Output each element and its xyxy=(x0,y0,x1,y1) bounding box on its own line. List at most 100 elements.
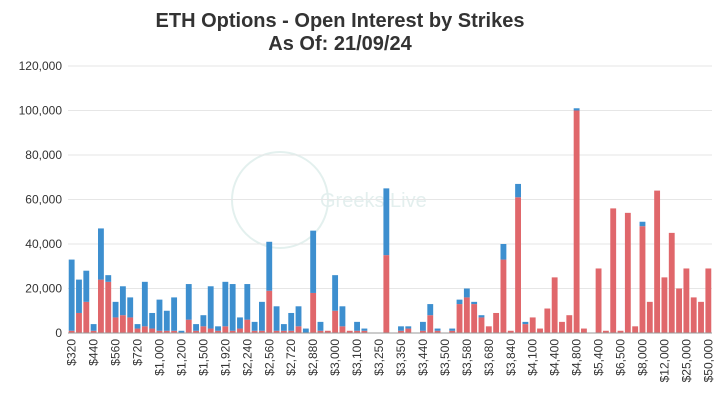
x-tick-label: $2,720 xyxy=(284,339,298,376)
bar xyxy=(456,304,463,333)
bar xyxy=(361,328,368,331)
bar xyxy=(471,304,478,333)
bar xyxy=(119,315,126,333)
x-tick-label: $1,200 xyxy=(174,339,188,376)
bar xyxy=(156,330,163,333)
bar xyxy=(493,312,500,333)
bar xyxy=(522,321,529,325)
bar xyxy=(551,277,558,333)
y-tick-label: 120,000 xyxy=(19,59,63,73)
bar xyxy=(507,330,514,333)
bar xyxy=(544,308,551,333)
bar xyxy=(288,330,295,333)
bar xyxy=(68,330,75,333)
bar xyxy=(266,290,273,333)
bar xyxy=(76,312,82,333)
x-tick-label: $3,580 xyxy=(460,339,474,376)
bar xyxy=(171,330,178,333)
bar xyxy=(354,330,360,333)
bar xyxy=(573,110,580,333)
bar xyxy=(332,275,339,311)
x-tick-label: $4,100 xyxy=(526,339,540,376)
x-tick-label: $4,800 xyxy=(570,339,584,376)
bar xyxy=(141,281,148,327)
bar xyxy=(471,301,478,305)
bar xyxy=(654,190,661,333)
bar xyxy=(602,330,609,333)
bar xyxy=(383,255,390,333)
bar xyxy=(617,330,624,333)
bar xyxy=(522,324,529,333)
bar xyxy=(127,297,134,318)
bar xyxy=(478,315,485,318)
bar xyxy=(229,330,236,333)
bar xyxy=(134,328,141,333)
chart-subtitle: As Of: 21/09/24 xyxy=(268,33,412,55)
bar xyxy=(500,244,507,260)
bar xyxy=(405,326,412,329)
bar xyxy=(178,330,185,333)
bar xyxy=(83,270,90,302)
bar xyxy=(112,317,119,333)
bar xyxy=(310,292,317,333)
bar xyxy=(149,312,156,329)
bar xyxy=(76,279,82,313)
bar xyxy=(68,259,75,331)
bar xyxy=(237,328,243,333)
bar xyxy=(141,326,148,333)
bar xyxy=(339,306,346,327)
bar xyxy=(405,328,412,333)
bar xyxy=(105,275,112,282)
x-tick-label: $4,400 xyxy=(548,339,562,376)
bar xyxy=(105,281,112,333)
bar xyxy=(280,324,287,331)
bar xyxy=(478,317,485,333)
bar xyxy=(698,301,704,333)
bar xyxy=(237,317,243,329)
bar xyxy=(456,299,463,305)
y-tick-label: 100,000 xyxy=(19,104,63,118)
bar xyxy=(463,288,470,298)
x-tick-label: $2,880 xyxy=(306,339,320,376)
x-tick-label: $2,240 xyxy=(240,339,254,376)
bar xyxy=(280,330,287,333)
bar xyxy=(222,326,229,333)
bar xyxy=(163,310,170,331)
bar xyxy=(361,330,368,333)
bar xyxy=(244,284,251,320)
bar xyxy=(244,319,251,333)
x-tick-label: $1,500 xyxy=(196,339,210,376)
y-tick-label: 40,000 xyxy=(25,237,62,251)
bar xyxy=(149,328,156,333)
bar xyxy=(251,330,258,333)
bar xyxy=(200,315,207,327)
y-tick-label: 0 xyxy=(55,326,62,340)
x-tick-label: $1,000 xyxy=(152,339,166,376)
x-tick-label: $8,000 xyxy=(635,339,649,376)
x-tick-label: $560 xyxy=(109,339,123,366)
x-tick-label: $2,560 xyxy=(262,339,276,376)
bar xyxy=(515,197,521,333)
bar xyxy=(632,326,639,333)
bar xyxy=(317,330,324,333)
bar xyxy=(266,241,273,291)
bar xyxy=(185,284,192,320)
x-tick-label: $3,350 xyxy=(394,339,408,376)
x-tick-label: $3,440 xyxy=(416,339,430,376)
bar xyxy=(639,221,646,227)
bar xyxy=(683,268,690,333)
bar xyxy=(127,317,134,333)
chart-title: ETH Options - Open Interest by Strikes xyxy=(156,10,525,32)
x-tick-label: $3,100 xyxy=(350,339,364,376)
bar xyxy=(200,326,207,333)
bar xyxy=(207,286,214,329)
bar xyxy=(646,301,653,333)
bar xyxy=(427,304,434,316)
bar xyxy=(134,324,141,329)
bar xyxy=(515,183,521,198)
bar xyxy=(500,259,507,333)
x-tick-label: $3,250 xyxy=(372,339,386,376)
bar xyxy=(566,315,573,333)
x-tick-label: $440 xyxy=(87,339,101,366)
